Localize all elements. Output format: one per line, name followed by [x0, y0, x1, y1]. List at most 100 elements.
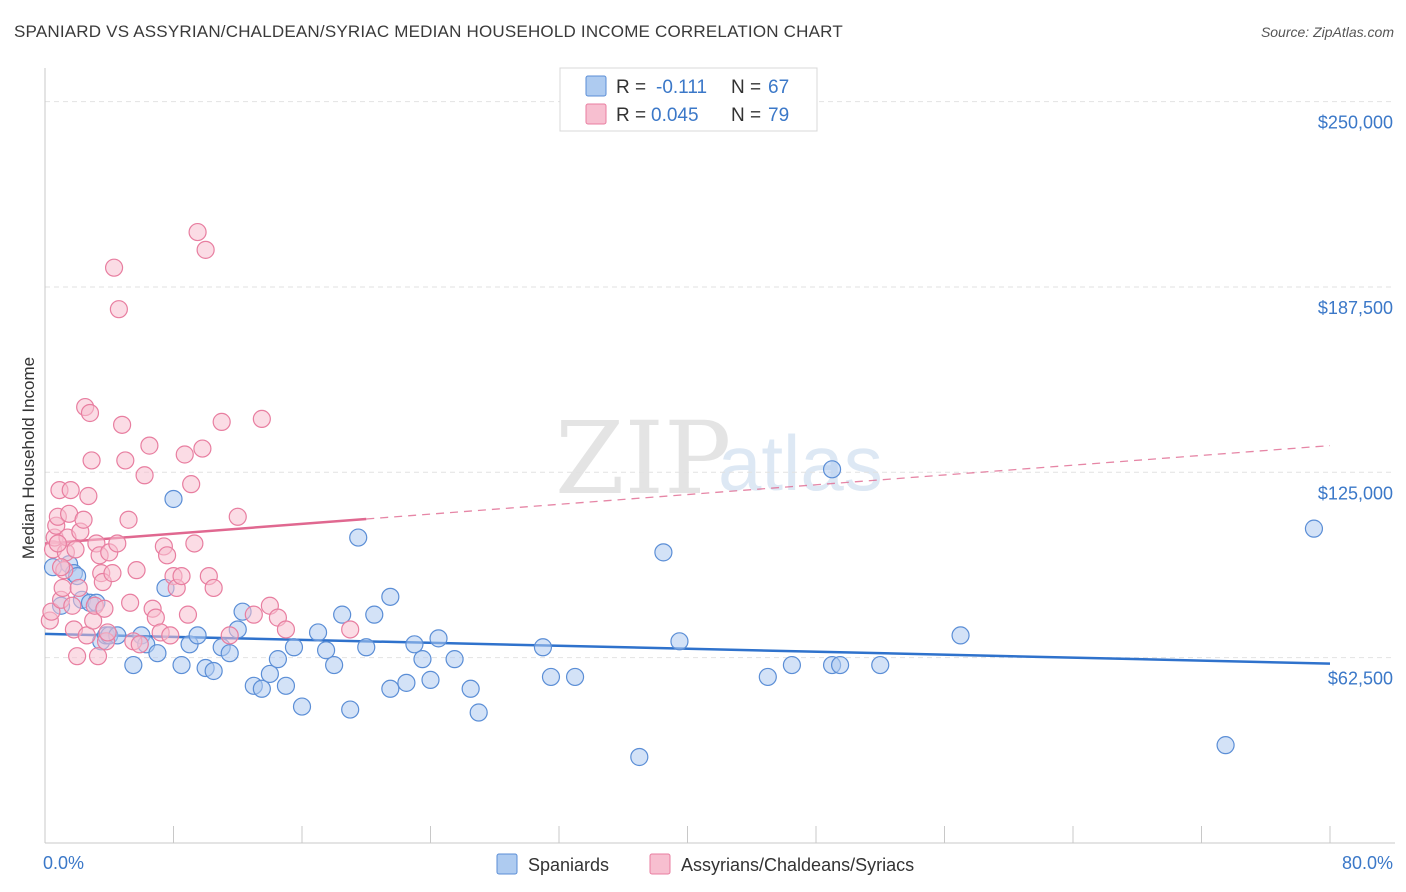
- spaniard-point-22: [204, 661, 223, 681]
- spaniard-point-55: [630, 747, 649, 767]
- spaniard-point-15: [148, 644, 167, 663]
- x-tick-label-min: 0.0%: [43, 853, 84, 873]
- bottom-legend-assyrians: Assyrians/Chaldeans/Syriacs: [681, 855, 914, 875]
- spaniard-point-40: [357, 638, 376, 657]
- legend-n-value-1: 67: [768, 77, 789, 98]
- assyrian-point-41: [112, 415, 132, 434]
- assyrian-point-75: [276, 620, 296, 639]
- assyrian-point-60: [178, 605, 198, 624]
- spaniard-point-20: [188, 626, 207, 645]
- spaniard-point-39: [349, 528, 368, 547]
- spaniard-point-51: [469, 703, 488, 722]
- assyrian-point-76: [341, 620, 360, 639]
- spaniard-trend-solid: [44, 632, 1331, 665]
- assyrian-point-54: [157, 546, 177, 565]
- spaniard-point-43: [381, 679, 400, 698]
- assyrian-point-20: [74, 510, 93, 529]
- assyrian-point-24: [80, 403, 100, 423]
- bottom-legend-swatch-assyrians: [649, 853, 671, 875]
- spaniard-point-12: [124, 655, 143, 675]
- watermark-atlas: atlas: [718, 419, 883, 507]
- assyrian-point-59: [175, 445, 194, 464]
- y-tick-label-1: $125,000: [1318, 483, 1393, 503]
- assyrian-point-70: [228, 507, 247, 526]
- legend-r-label-2: R =: [616, 105, 646, 126]
- assyrian-point-43: [119, 510, 138, 529]
- tick-labels: $62,500 $125,000 $187,500 $250,000 0.0% 80.0%: [43, 113, 1393, 873]
- spaniard-point-18: [172, 655, 191, 675]
- spaniard-point-50: [461, 679, 480, 698]
- spaniard-point-57: [670, 632, 689, 651]
- legend-n-label-2: N =: [731, 105, 761, 126]
- axes: [44, 68, 1395, 844]
- assyrian-point-47: [130, 635, 149, 654]
- spaniard-point-37: [333, 605, 352, 624]
- spaniard-point-64: [951, 626, 970, 645]
- assyrian-point-16: [66, 540, 85, 559]
- y-tick-label-0: $62,500: [1328, 669, 1393, 689]
- assyrian-point-62: [185, 534, 204, 553]
- assyrian-point-63: [188, 222, 207, 242]
- legend-r-value-2: 0.045: [651, 105, 699, 126]
- spaniard-point-31: [276, 676, 296, 695]
- legend-r-value-1: -0.111: [656, 77, 707, 98]
- spaniard-point-41: [365, 605, 384, 624]
- assyrian-point-25: [82, 451, 101, 470]
- assyrian-point-48: [135, 466, 154, 485]
- x-tick-label-max: 80.0%: [1342, 853, 1393, 873]
- assyrian-point-58: [172, 566, 191, 586]
- spaniard-point-17: [164, 489, 183, 509]
- assyrian-point-67: [204, 578, 223, 598]
- assyrian-point-72: [252, 409, 271, 429]
- spaniard-point-32: [284, 638, 304, 657]
- assyrian-point-33: [95, 599, 114, 618]
- chart-title: SPANIARD VS ASSYRIAN/CHALDEAN/SYRIAC MED…: [14, 22, 843, 41]
- bottom-legend-spaniards: Spaniards: [528, 855, 609, 875]
- assyrian-point-77: [48, 534, 67, 553]
- watermark-zip: ZIP: [555, 400, 731, 517]
- assyrian-point-8: [53, 578, 72, 598]
- spaniard-point-24: [220, 644, 239, 663]
- legend-r-label-1: R =: [616, 77, 646, 98]
- grid-lines: [45, 101, 1395, 659]
- spaniard-point-66: [1304, 519, 1324, 538]
- spaniard-point-28: [252, 679, 271, 698]
- spaniard-point-33: [292, 697, 312, 716]
- spaniard-point-54: [565, 667, 585, 687]
- assyrian-point-68: [212, 412, 231, 431]
- legend-n-label-1: N =: [731, 77, 761, 98]
- spaniard-point-44: [397, 673, 416, 692]
- assyrian-point-71: [244, 605, 263, 624]
- assyrian-point-35: [98, 623, 117, 642]
- assyrian-point-37: [103, 564, 122, 583]
- bottom-legend-swatch-spaniards: [496, 853, 518, 875]
- spaniard-point-65: [1216, 736, 1235, 755]
- spaniard-point-34: [308, 623, 328, 642]
- spaniard-point-49: [445, 650, 464, 669]
- spaniard-point-35: [316, 641, 336, 660]
- assyrian-point-69: [220, 626, 239, 645]
- spaniard-point-42: [381, 587, 400, 606]
- correlation-legend: R = -0.111 N = 67 R = 0.045 N = 79: [559, 67, 818, 132]
- assyrian-point-55: [161, 626, 180, 645]
- spaniard-point-36: [325, 655, 344, 675]
- spaniard-point-53: [541, 667, 561, 687]
- y-tick-label-2: $187,500: [1318, 298, 1393, 318]
- legend-swatch-pink: [585, 103, 607, 125]
- spaniard-point-30: [268, 650, 288, 669]
- assyrian-point-18: [69, 578, 88, 598]
- assyrian-point-46: [127, 561, 146, 580]
- series-legend: Spaniards Assyrians/Chaldeans/Syriacs: [496, 853, 914, 875]
- spaniard-point-46: [413, 650, 432, 669]
- legend-n-value-2: 79: [768, 105, 789, 126]
- assyrian-point-78: [51, 558, 71, 577]
- assyrian-point-39: [108, 534, 127, 553]
- assyrian-point-1: [42, 602, 61, 621]
- spaniard-point-52: [533, 638, 553, 657]
- y-axis-label: Median Household Income: [19, 357, 38, 559]
- spaniard-point-63: [871, 655, 890, 675]
- assyrian-point-23: [79, 486, 98, 506]
- spaniard-point-58: [758, 667, 777, 687]
- spaniard-point-59: [782, 655, 802, 675]
